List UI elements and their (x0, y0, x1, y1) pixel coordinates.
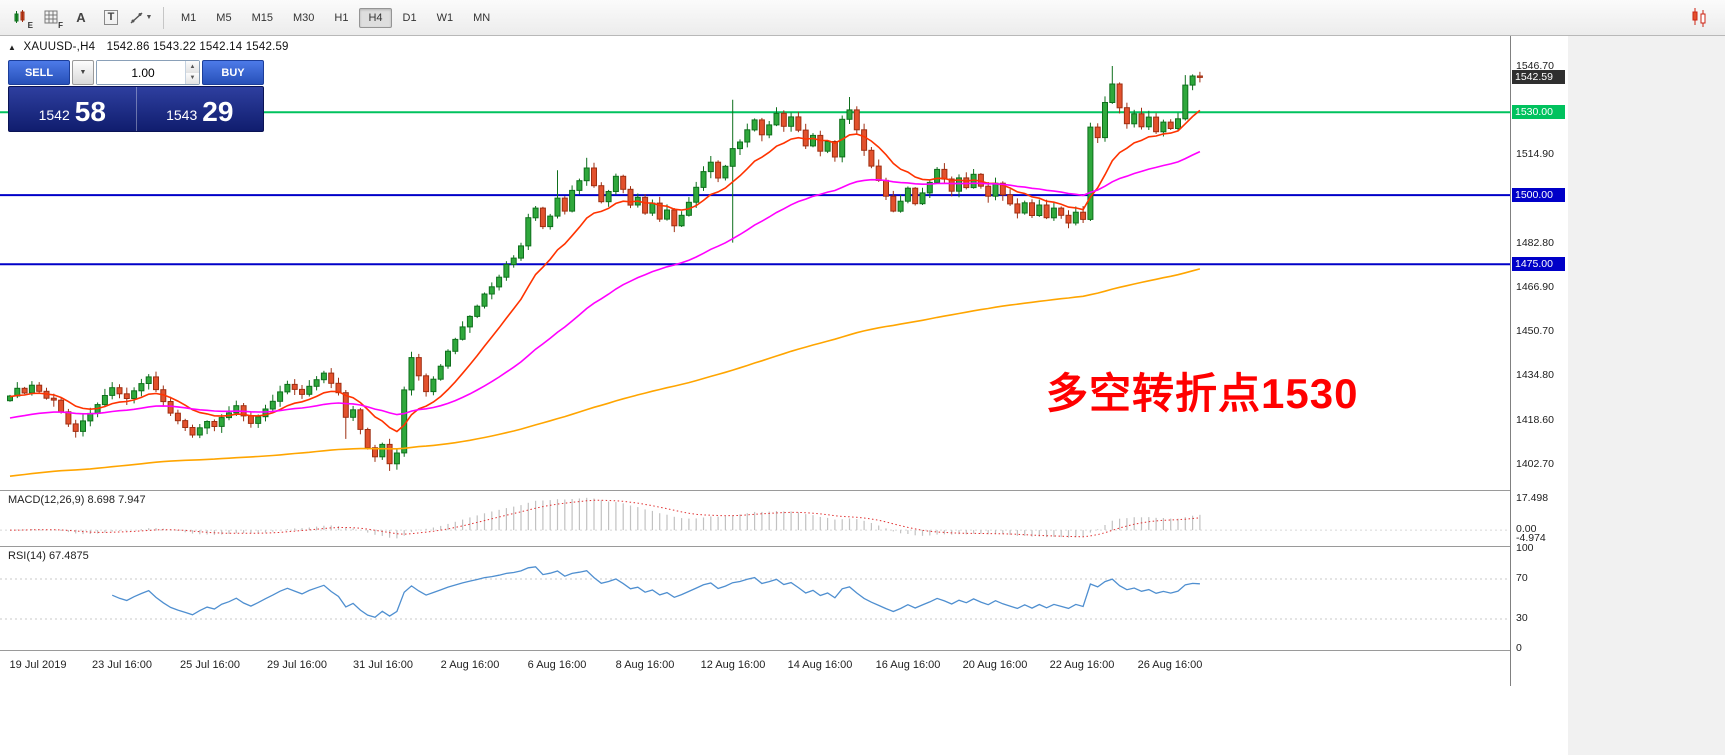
spinner-down-icon[interactable]: ▼ (186, 72, 199, 84)
price-scale-label: 1514.90 (1516, 147, 1554, 160)
price-scale-label: 1546.70 (1516, 60, 1554, 72)
time-axis-label: 6 Aug 16:00 (527, 659, 587, 671)
time-axis-label: 26 Aug 16:00 (1137, 659, 1203, 671)
grid-icon-sub: F (58, 20, 63, 30)
volume-spinner: ▲ ▼ (185, 61, 199, 84)
rsi-indicator-label: RSI(14) 67.4875 (8, 550, 89, 562)
symbol-period-label: XAUUSD-,H4 (23, 41, 96, 53)
spinner-up-icon[interactable]: ▲ (186, 61, 199, 73)
chevron-down-icon: ▼ (145, 14, 153, 21)
price-scale-label: 1418.60 (1516, 414, 1554, 427)
bid-ask-display[interactable]: 1542 58 1543 29 (8, 86, 264, 132)
time-axis[interactable]: 19 Jul 2019 23 Jul 16:00 25 Jul 16:00 29 Ju… (0, 650, 1510, 688)
price-scale-label: 1450.70 (1516, 325, 1554, 338)
rsi-scale-label: 100 (1516, 542, 1534, 554)
trendline-glyph (130, 11, 143, 24)
macd-values: 8.698 7.947 (87, 494, 146, 506)
one-click-trade-panel: SELL ▼ ▲ ▼ BUY 1542 58 1543 29 (8, 60, 264, 132)
time-axis-label: 20 Aug 16:00 (962, 659, 1028, 671)
macd-panel (0, 490, 1510, 547)
time-axis-label: 8 Aug 16:00 (615, 659, 675, 671)
price-scale-label: 1466.90 (1516, 280, 1554, 293)
line-tools-icon[interactable]: ▼ (127, 5, 155, 31)
bottom-filler-area (0, 686, 1568, 755)
time-axis-label: 19 Jul 2019 (9, 659, 67, 671)
sell-price[interactable]: 1542 58 (9, 87, 137, 131)
volume-dropdown-button[interactable]: ▼ (72, 60, 94, 85)
price-tag-level-1475: 1475.00 (1512, 257, 1565, 272)
macd-scale-label: 0.00 (1516, 523, 1537, 536)
tf-button-h1[interactable]: H1 (334, 11, 349, 24)
mini-chart-icon[interactable] (1689, 6, 1711, 33)
chart-header: ▲ XAUUSD-,H4 1542.86 1543.22 1542.14 154… (8, 41, 289, 53)
tf-button-h4[interactable]: H4 (359, 7, 392, 28)
label-tool-icon[interactable]: T (97, 5, 125, 31)
tf-button-m15[interactable]: M15 (251, 11, 273, 24)
tf-button-w1[interactable]: W1 (436, 11, 454, 24)
toolbar-separator (163, 6, 164, 29)
rsi-scale-label: 70 (1516, 572, 1528, 584)
price-tag-level-1530: 1530.00 (1512, 105, 1565, 120)
buy-price[interactable]: 1543 29 (166, 96, 234, 127)
volume-input[interactable] (97, 61, 199, 84)
time-axis-label: 25 Jul 16:00 (180, 659, 240, 671)
price-scale-label: 1434.80 (1516, 369, 1554, 382)
time-axis-label: 12 Aug 16:00 (700, 659, 766, 671)
ma-line-mid (9, 150, 1201, 419)
chart-annotation[interactable]: 多空转折点1530 (1046, 370, 1359, 417)
macd-scale-label: 17.498 (1516, 492, 1549, 504)
tf-button-m30[interactable]: M30 (292, 11, 315, 24)
chart-type-icon[interactable]: E (7, 5, 35, 31)
price-tag-level-1500: 1500.00 (1512, 188, 1565, 203)
one-click-panel-toggle[interactable]: ▲ (8, 43, 17, 52)
red-candles-glyph (1692, 8, 1706, 27)
time-axis-label: 16 Aug 16:00 (875, 659, 941, 671)
time-axis-label: 23 Jul 16:00 (92, 659, 152, 671)
tf-button-d1[interactable]: D1 (402, 11, 417, 24)
macd-scale-label: -4.974 (1516, 532, 1546, 544)
right-filler-area (1568, 36, 1725, 755)
ma-line-slow (9, 268, 1201, 477)
candles-glyph (14, 9, 25, 23)
time-axis-label: 14 Aug 16:00 (787, 659, 853, 671)
rsi-line (111, 566, 1200, 619)
time-axis-label: 22 Aug 16:00 (1049, 659, 1115, 671)
grid-glyph (44, 10, 57, 24)
sell-button[interactable]: SELL (8, 60, 70, 85)
time-axis-label: 29 Jul 16:00 (267, 659, 327, 671)
price-scale-label: 1482.80 (1516, 236, 1554, 249)
macd-histogram (16, 497, 1201, 539)
price-scale[interactable]: 1546.70 1514.90 1482.80 1466.90 1450.70 1434.… (1510, 36, 1568, 686)
macd-signal-line (10, 499, 1200, 538)
ma-line-fast (9, 109, 1201, 433)
time-axis-label: 31 Jul 16:00 (353, 659, 413, 671)
chart-type-icon-sub: E (27, 20, 33, 30)
rsi-panel (0, 546, 1510, 651)
grid-icon[interactable]: F (37, 5, 65, 31)
tf-button-mn[interactable]: MN (473, 11, 491, 24)
chart-window: ▲ XAUUSD-,H4 1542.86 1543.22 1542.14 154… (0, 36, 1510, 688)
rsi-scale-label: 0 (1516, 642, 1522, 654)
buy-button[interactable]: BUY (202, 60, 264, 85)
tf-button-m5[interactable]: M5 (216, 11, 232, 24)
text-tool-icon[interactable]: A (76, 10, 86, 25)
timeframe-button-row: M1 M5 M15 M30 H1 H4 D1 W1 MN (171, 7, 500, 28)
candlestick-series (7, 66, 1203, 471)
ohlc-readout: 1542.86 1543.22 1542.14 1542.59 (106, 41, 289, 53)
rsi-value: 67.4875 (48, 550, 89, 562)
time-axis-label: 2 Aug 16:00 (440, 659, 500, 671)
price-tag-current-price: 1542.59 (1512, 70, 1565, 85)
chevron-down-icon: ▼ (79, 69, 87, 76)
rsi-scale-label: 30 (1516, 612, 1528, 624)
tf-button-m1[interactable]: M1 (181, 11, 197, 24)
toolbar: E F A T ▼ M1 M5 M15 M30 H1 H4 D1 W1 MN (0, 0, 1725, 36)
macd-indicator-label: MACD(12,26,9) 8.698 7.947 (8, 494, 146, 506)
price-scale-label: 1402.70 (1516, 458, 1554, 471)
volume-field-wrap: ▲ ▼ (96, 60, 200, 85)
